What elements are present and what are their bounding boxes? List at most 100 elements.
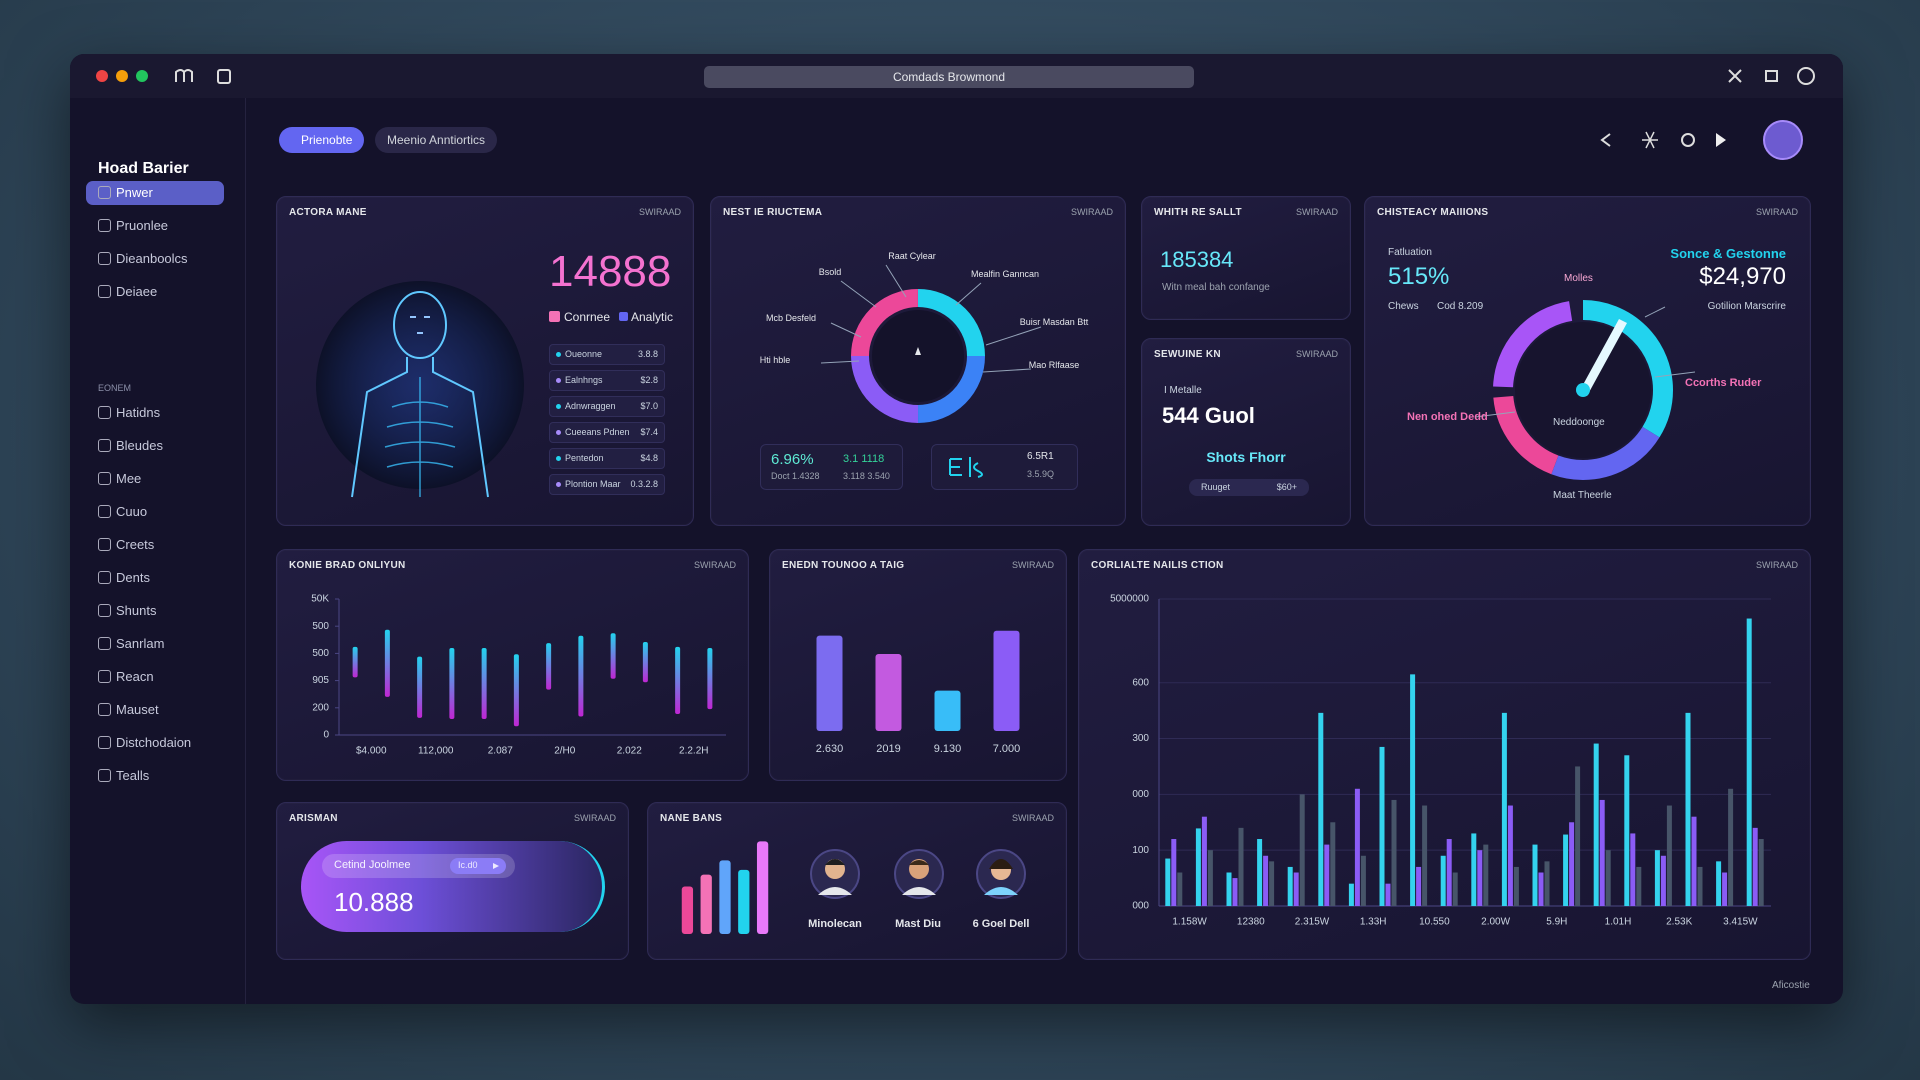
nav-label: Dents [116,570,150,585]
back-icon[interactable] [1600,133,1611,147]
gauge-label: Chews [1388,301,1419,312]
service-caption: Shots Fhorr [1206,449,1286,465]
tool-icon[interactable] [1642,131,1658,149]
stat-sub: Doct 1.4328 [771,471,820,481]
close-dot[interactable] [96,70,108,82]
maximize-dot[interactable] [136,70,148,82]
bar [1446,839,1452,906]
pill-card[interactable]: Cetind Joolmee Ic.d0 10.888 [301,841,605,932]
anatomy-panel: ACTORA MANE SWIRAAD 14888 Conrnee Analyt… [276,196,694,526]
bar [1477,850,1483,906]
legend-label: Conrnee [564,310,611,324]
x-tick-label: 5.9H [1546,917,1567,928]
gauge-label: Maat Theerle [1553,490,1612,501]
avatar[interactable] [810,849,860,899]
gauge-panel: CHISTEACY MAIIIONS SWIRAAD Fatluation 51… [1364,196,1811,526]
gauge-label: Nen ohed Dedd [1407,411,1488,423]
person-name: Minolecan [808,918,862,930]
window-icon[interactable] [1765,70,1778,82]
bar [1354,788,1360,906]
x-tick-label: 9.130 [934,743,962,755]
stat-sub: 3.118 3.540 [843,471,890,481]
nav-item[interactable]: Hatidns [86,401,224,425]
stat-value: 3.1 1118 [843,453,885,465]
bar [1544,861,1550,906]
account-icon[interactable] [1797,67,1815,85]
row-label: Pentedon [565,453,604,463]
x-tick-label: 1.158W [1172,917,1207,928]
gauge-label: Molles [1564,273,1593,284]
bar [1257,839,1263,906]
row-value: $7.0 [640,401,658,411]
panel-tag: SWIRAAD [1011,560,1054,570]
nav-item[interactable]: Dents [86,566,224,590]
settings-icon[interactable] [1681,133,1695,147]
y-tick-label: 905 [312,675,329,686]
nav-item[interactable]: Sanrlam [86,632,224,656]
range-bar-chart: 50K 500 500 905 200 0 $4.000 112,000 2.087 2/H0 2.… [311,594,726,757]
avatar[interactable] [894,849,944,899]
address-bar[interactable]: Comdads Browmond [704,66,1194,88]
row-label: Oueonne [565,349,603,359]
bar [1538,872,1544,906]
bar [1636,866,1642,906]
nav-label: Sanrlam [116,636,165,651]
avatar[interactable] [976,849,1026,899]
sales-note: Witn meal bah confange [1162,282,1270,293]
nav-item[interactable]: Pruonlee [86,214,224,238]
close-icon[interactable] [1728,69,1742,83]
avatars [810,849,1026,899]
nav-item[interactable]: Reacn [86,665,224,689]
bar [1599,799,1605,906]
panel-tag: SWIRAAD [1011,813,1054,823]
nav-item[interactable]: Cuuo [86,500,224,524]
x-tick-label: 2.315W [1295,917,1330,928]
x-tick-label: 12380 [1237,917,1265,928]
play-icon[interactable] [1716,133,1726,147]
x-tick-label: 2019 [876,743,900,755]
row-dot [556,378,561,383]
nav-icon [98,736,111,749]
panel-tag: SWIRAAD [1755,560,1798,570]
tab[interactable]: Meenio Anntiortics [375,127,498,153]
minimize-dot[interactable] [116,70,128,82]
nav-item[interactable]: Tealls [86,764,224,788]
nav-item[interactable]: Bleudes [86,434,224,458]
row-dot [556,482,561,487]
stat-icon [949,457,983,478]
range-bar [675,646,681,715]
x-tick-label: 10.550 [1419,917,1450,928]
x-tick-label: 1.33H [1360,917,1387,928]
x-tick-label: 2/H0 [554,746,576,757]
nav-label: Distchodaion [116,735,192,750]
chip: Cetind Joolmee Ic.d0 [322,854,515,878]
bar [1360,855,1366,906]
app-icon[interactable] [175,69,193,82]
row-value: $2.8 [640,375,658,385]
y-tick-label: 0 [323,730,329,741]
nav-item[interactable]: Shunts [86,599,224,623]
nav-item[interactable]: Distchodaion [86,731,224,755]
tab-icon[interactable] [217,69,231,84]
nav-item[interactable]: Mauset [86,698,224,722]
nav-item[interactable]: Pnwer [86,181,224,205]
bar [1269,861,1275,906]
service-panel: SEWUINE KN SWIRAAD I Metalle 544 Guol Sh… [1141,338,1351,526]
gauge-label: Sonce & Gestonne [1670,246,1786,261]
nav-icon [98,703,111,716]
bar [1348,883,1354,906]
tab[interactable]: Prienobte [279,127,365,153]
nav-icon [98,505,111,518]
chip-tag[interactable]: Ic.d0 [450,858,506,874]
headline-value: 14888 [549,247,672,296]
nav-item[interactable]: Dieanboolcs [86,247,224,271]
nav-item[interactable]: Deiaee [86,280,224,304]
row-label: Ealnhngs [565,375,603,385]
nav-item[interactable]: Mee [86,467,224,491]
bar [1201,816,1207,906]
nav-item[interactable]: Creets [86,533,224,557]
bar [1507,805,1513,906]
avatar[interactable] [1763,120,1803,160]
toolbar-icons [1600,120,1803,160]
